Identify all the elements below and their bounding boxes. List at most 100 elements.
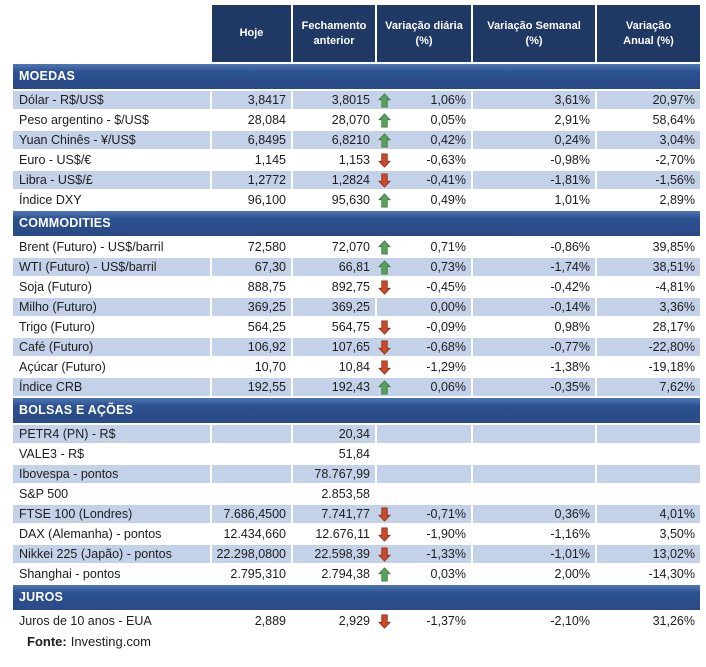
variacao-anual-value: 39,85% [652,240,695,254]
hoje-value: 72,580 [212,238,293,256]
variacao-diaria-value: 0,00% [430,300,466,314]
fechamento-anterior-value: 6,8210 [331,133,370,147]
column-header-variacao-semanal: Variação Semanal (%) [473,5,597,62]
variacao-diaria-cell: 0,71% [377,238,473,256]
column-header-variacao-diaria: Variação diária (%) [377,5,473,62]
variacao-anual-value: -22,80% [648,340,695,354]
row-label: S&P 500 [13,485,212,503]
row-label: Nikkei 225 (Japão) - pontos [13,545,212,563]
table-row: Shanghai - pontos 2.795,310 2.794,38 0,03% 2… [13,563,700,583]
variacao-diaria-cell [377,485,473,503]
variacao-anual-value: -14,30% [648,567,695,581]
table-header: Hoje Fechamento anterior Variação diária… [13,5,700,62]
row-label: Milho (Futuro) [13,298,212,316]
table-row: VALE3 - R$ 51,84 [13,443,700,463]
table-row: FTSE 100 (Londres) 7.686,4500 7.741,77 -0,7… [13,503,700,523]
variacao-diaria-cell: -0,68% [377,338,473,356]
column-header-variacao-anual: Variação Anual (%) [597,5,700,62]
trend-up-icon [378,379,391,395]
fechamento-anterior-value: 72,070 [331,240,370,254]
variacao-anual-value [597,445,700,463]
variacao-diaria-cell [377,465,473,483]
row-label: Peso argentino - $/US$ [13,111,212,129]
variacao-diaria-cell: 0,73% [377,258,473,276]
row-label: Juros de 10 anos - EUA [13,612,212,630]
table-row: Peso argentino - $/US$ 28,084 28,070 0,05% 2… [13,109,700,129]
column-header-hoje: Hoje [212,5,293,62]
row-label: Soja (Futuro) [13,278,212,296]
fechamento-anterior-value: 369,25 [293,298,377,316]
variacao-anual-value: -2,70% [655,153,695,167]
table-row: Nikkei 225 (Japão) - pontos 22.298,0800 22… [13,543,700,563]
variacao-semanal-value: -2,10% [473,612,597,630]
table-row: Ibovespa - pontos 78.767,99 [13,463,700,483]
variacao-semanal-value: 0,24% [473,131,597,149]
variacao-diaria-cell: -1,90% [377,525,473,543]
hoje-value: 96,100 [212,191,293,209]
table-row: S&P 500 2.853,58 [13,483,700,503]
variacao-diaria-cell: 1,06% [377,91,473,109]
variacao-diaria-value: -0,41% [426,173,466,187]
table-row: Milho (Futuro) 369,25 369,25 0,00% -0,14% 3,3… [13,296,700,316]
variacao-diaria-cell: -0,71% [377,505,473,523]
table-body: MOEDAS Dólar - R$/US$ 3,8417 3,8015 1,06% 3,6… [13,62,700,630]
variacao-diaria-value: 0,71% [430,240,466,254]
variacao-anual-value: 4,01% [659,507,695,521]
fechamento-anterior-value: 22.598,39 [314,547,370,561]
variacao-anual-value: 2,89% [659,193,695,207]
fechamento-anterior-value: 2,929 [338,614,370,628]
variacao-diaria-cell [377,425,473,443]
row-label: PETR4 (PN) - R$ [13,425,212,443]
trend-down-icon [378,359,391,375]
variacao-semanal-value: 2,00% [473,565,597,583]
hoje-value: 106,92 [212,338,293,356]
variacao-semanal-value [473,425,597,443]
row-label: Trigo (Futuro) [13,318,212,336]
variacao-diaria-value: 0,73% [430,260,466,274]
hoje-value: 3,8417 [212,91,293,109]
variacao-diaria-value: -1,90% [426,527,466,541]
hoje-value [212,465,293,483]
row-label: Índice DXY [13,191,212,209]
variacao-diaria-cell: 0,49% [377,191,473,209]
row-label: Euro - US$/€ [13,151,212,169]
variacao-semanal-value: -0,42% [473,278,597,296]
hoje-value: 7.686,4500 [212,505,293,523]
variacao-diaria-value: -1,29% [426,360,466,374]
trend-up-icon [378,132,391,148]
variacao-diaria-value: -1,33% [426,547,466,561]
variacao-anual-value: -19,18% [648,360,695,374]
row-label: VALE3 - R$ [13,445,212,463]
variacao-diaria-value: -0,63% [426,153,466,167]
variacao-semanal-value: 3,61% [473,91,597,109]
variacao-diaria-value: -1,37% [426,614,466,628]
variacao-diaria-value: 0,05% [430,113,466,127]
fechamento-anterior-value: 78.767,99 [293,465,377,483]
table-row: Euro - US$/€ 1,145 1,153 -0,63% -0,98% -2,70% [13,149,700,169]
section-header: JUROS [13,583,700,610]
fechamento-anterior-value: 892,75 [331,280,370,294]
variacao-semanal-value: -1,38% [473,358,597,376]
variacao-semanal-value: 2,91% [473,111,597,129]
variacao-anual-value: 7,62% [659,380,695,394]
variacao-diaria-cell: -0,63% [377,151,473,169]
variacao-diaria-cell: 0,00% [377,298,473,316]
variacao-diaria-cell: -1,29% [377,358,473,376]
variacao-anual-value [597,425,700,443]
fechamento-anterior-value: 66,81 [338,260,370,274]
variacao-diaria-value: 0,03% [430,567,466,581]
fechamento-anterior-value: 1,2824 [331,173,370,187]
market-summary-table: Hoje Fechamento anterior Variação diária… [13,5,700,649]
variacao-diaria-value: 0,06% [430,380,466,394]
row-label: Shanghai - pontos [13,565,212,583]
variacao-anual-value: 3,36% [659,300,695,314]
table-row: Trigo (Futuro) 564,25 564,75 -0,09% 0,98% 28,… [13,316,700,336]
trend-down-icon [378,319,391,335]
variacao-anual-value: 58,64% [652,113,695,127]
table-row: Soja (Futuro) 888,75 892,75 -0,45% -0,42% -4,… [13,276,700,296]
fechamento-anterior-value: 12.676,11 [315,527,370,541]
table-row: Dólar - R$/US$ 3,8417 3,8015 1,06% 3,61% 20,9… [13,89,700,109]
variacao-semanal-value: -1,16% [473,525,597,543]
trend-down-icon [378,279,391,295]
hoje-value: 369,25 [212,298,293,316]
